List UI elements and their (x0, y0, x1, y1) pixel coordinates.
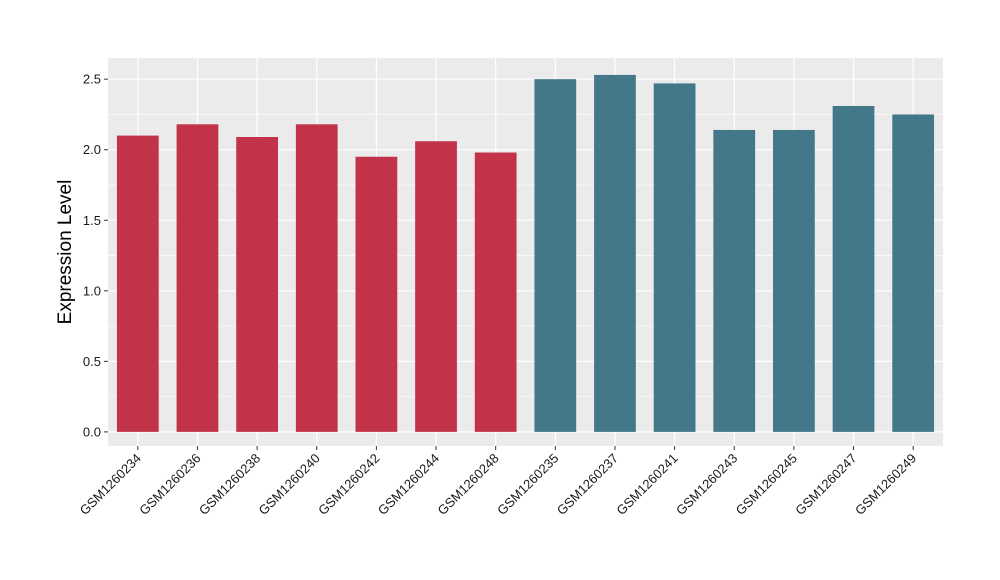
bar (832, 105, 875, 432)
y-axis-title: Expression Level (55, 180, 76, 325)
x-tick-label: GSM1260237 (554, 451, 621, 518)
bar (653, 83, 696, 432)
x-tick-label: GSM1260242 (315, 451, 382, 518)
bar (594, 74, 636, 432)
bar (773, 129, 815, 432)
bar (176, 124, 219, 432)
bar (116, 135, 159, 432)
y-tick-label: 0.0 (83, 424, 101, 439)
bar (534, 79, 577, 432)
bar (415, 141, 457, 432)
y-tick-label: 0.5 (83, 354, 101, 369)
x-tick-label: GSM1260240 (256, 451, 323, 518)
y-axis: 0.0 0.5 1.0 1.5 2.0 2.5 (83, 72, 108, 439)
y-tick-label: 2.5 (83, 72, 101, 87)
bars (116, 74, 935, 432)
x-tick-label: GSM1260245 (733, 451, 800, 518)
bar (892, 114, 935, 432)
y-tick-label: 1.0 (83, 283, 101, 298)
x-tick-label: GSM1260238 (196, 451, 263, 518)
bar (355, 156, 398, 432)
x-tick-label: GSM1260243 (673, 451, 740, 518)
x-tick-label: GSM1260241 (613, 451, 680, 518)
x-tick-label: GSM1260236 (136, 451, 203, 518)
plot-panel (108, 58, 943, 446)
bar (295, 124, 338, 432)
bar (474, 152, 517, 432)
y-tick-label: 1.5 (83, 213, 101, 228)
y-tick-label: 2.0 (83, 142, 101, 157)
x-tick-label: GSM1260234 (77, 451, 144, 518)
x-tick-label: GSM1260249 (852, 451, 919, 518)
bar (236, 137, 278, 432)
bar (713, 129, 756, 432)
x-tick-label: GSM1260244 (375, 451, 442, 518)
x-tick-label: GSM1260247 (792, 451, 859, 518)
x-tick-label: GSM1260235 (494, 451, 561, 518)
x-axis: GSM1260234GSM1260236GSM1260238GSM1260240… (77, 446, 919, 518)
x-tick-label: GSM1260248 (434, 451, 501, 518)
